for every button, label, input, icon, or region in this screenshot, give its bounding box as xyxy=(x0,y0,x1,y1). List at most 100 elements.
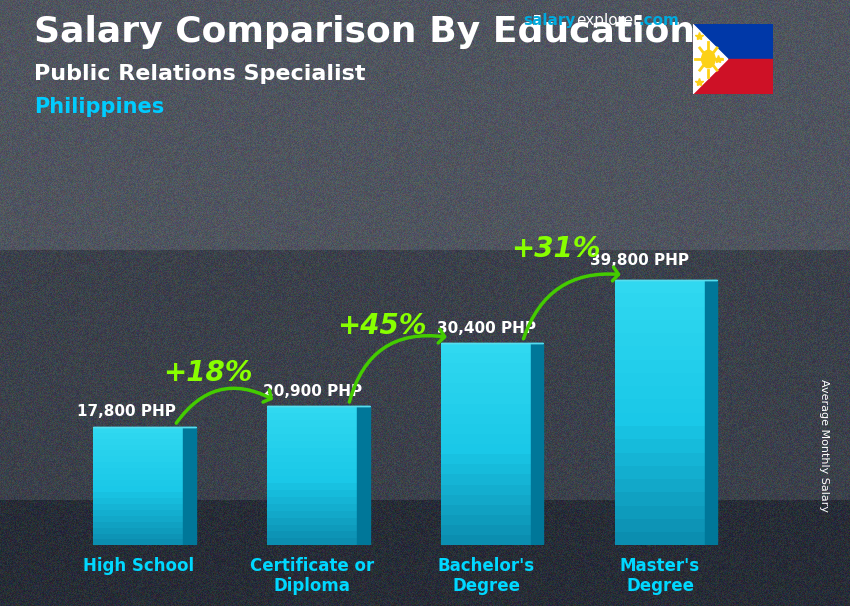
Bar xyxy=(93,492,184,498)
Bar xyxy=(615,293,706,307)
Bar xyxy=(615,373,706,386)
Text: explorer: explorer xyxy=(576,13,640,28)
Bar xyxy=(615,439,706,453)
Bar xyxy=(267,511,357,518)
Circle shape xyxy=(701,50,715,68)
Bar xyxy=(93,516,184,522)
Text: 17,800 PHP: 17,800 PHP xyxy=(77,404,176,419)
Bar xyxy=(615,426,706,439)
Bar xyxy=(615,519,706,532)
Bar xyxy=(615,360,706,373)
Bar xyxy=(615,307,706,320)
Bar xyxy=(615,399,706,413)
Bar xyxy=(93,486,184,492)
Bar xyxy=(441,353,531,363)
Bar xyxy=(441,485,531,494)
Bar xyxy=(267,434,357,441)
Bar xyxy=(441,474,531,485)
Bar xyxy=(267,469,357,476)
Text: Average Monthly Salary: Average Monthly Salary xyxy=(819,379,829,511)
Text: 20,900 PHP: 20,900 PHP xyxy=(264,384,363,399)
Bar xyxy=(615,479,706,492)
Text: 30,400 PHP: 30,400 PHP xyxy=(438,321,536,336)
Bar xyxy=(441,525,531,535)
Bar xyxy=(267,504,357,511)
Bar xyxy=(531,343,543,545)
Bar xyxy=(267,490,357,497)
Text: +45%: +45% xyxy=(337,312,427,340)
Bar xyxy=(267,420,357,427)
Bar xyxy=(267,406,357,413)
Bar xyxy=(93,498,184,504)
Bar xyxy=(93,433,184,439)
Text: Philippines: Philippines xyxy=(34,97,164,117)
Bar xyxy=(615,492,706,505)
Bar xyxy=(441,393,531,404)
Text: Salary Comparison By Education: Salary Comparison By Education xyxy=(34,15,695,49)
Bar xyxy=(267,413,357,420)
Bar xyxy=(441,434,531,444)
Bar xyxy=(706,280,717,545)
Text: .com: .com xyxy=(638,13,679,28)
Bar xyxy=(267,539,357,545)
Bar xyxy=(357,406,370,545)
Text: +31%: +31% xyxy=(511,235,600,264)
Bar xyxy=(615,532,706,545)
Bar xyxy=(441,515,531,525)
Bar xyxy=(93,439,184,445)
Bar xyxy=(441,464,531,474)
Bar xyxy=(615,333,706,347)
Bar xyxy=(441,494,531,505)
Text: Public Relations Specialist: Public Relations Specialist xyxy=(34,64,366,84)
Text: 39,800 PHP: 39,800 PHP xyxy=(590,253,689,268)
Bar xyxy=(441,404,531,414)
Bar xyxy=(441,373,531,383)
Bar xyxy=(267,531,357,539)
Bar xyxy=(267,497,357,504)
Bar xyxy=(615,347,706,360)
Bar xyxy=(93,427,184,433)
Bar xyxy=(693,59,774,94)
Bar xyxy=(615,466,706,479)
Bar xyxy=(93,528,184,533)
Bar xyxy=(441,383,531,393)
Bar xyxy=(693,24,774,59)
Bar xyxy=(267,483,357,490)
Bar xyxy=(267,427,357,434)
Bar xyxy=(93,522,184,528)
Bar xyxy=(615,320,706,333)
Bar xyxy=(267,525,357,531)
Bar xyxy=(615,453,706,466)
Bar xyxy=(93,468,184,474)
Bar xyxy=(184,427,196,545)
Bar xyxy=(441,343,531,353)
Text: salary: salary xyxy=(523,13,575,28)
Bar xyxy=(441,454,531,464)
Bar xyxy=(267,455,357,462)
Bar xyxy=(93,504,184,510)
Bar xyxy=(267,441,357,448)
Bar xyxy=(615,386,706,399)
Bar xyxy=(615,280,706,293)
Polygon shape xyxy=(693,24,728,94)
Bar xyxy=(93,445,184,450)
Bar xyxy=(93,474,184,480)
Bar xyxy=(267,462,357,469)
Text: +18%: +18% xyxy=(163,359,252,387)
Bar xyxy=(93,539,184,545)
Bar xyxy=(93,462,184,468)
Bar xyxy=(267,518,357,525)
Bar xyxy=(93,450,184,456)
Bar xyxy=(93,456,184,462)
Bar xyxy=(267,448,357,455)
Bar xyxy=(441,535,531,545)
Bar xyxy=(441,424,531,434)
Bar xyxy=(93,533,184,539)
Bar xyxy=(93,510,184,516)
Bar xyxy=(441,414,531,424)
Bar xyxy=(441,505,531,515)
Bar xyxy=(267,476,357,483)
Bar xyxy=(615,413,706,426)
Bar xyxy=(615,505,706,519)
Bar xyxy=(441,363,531,373)
